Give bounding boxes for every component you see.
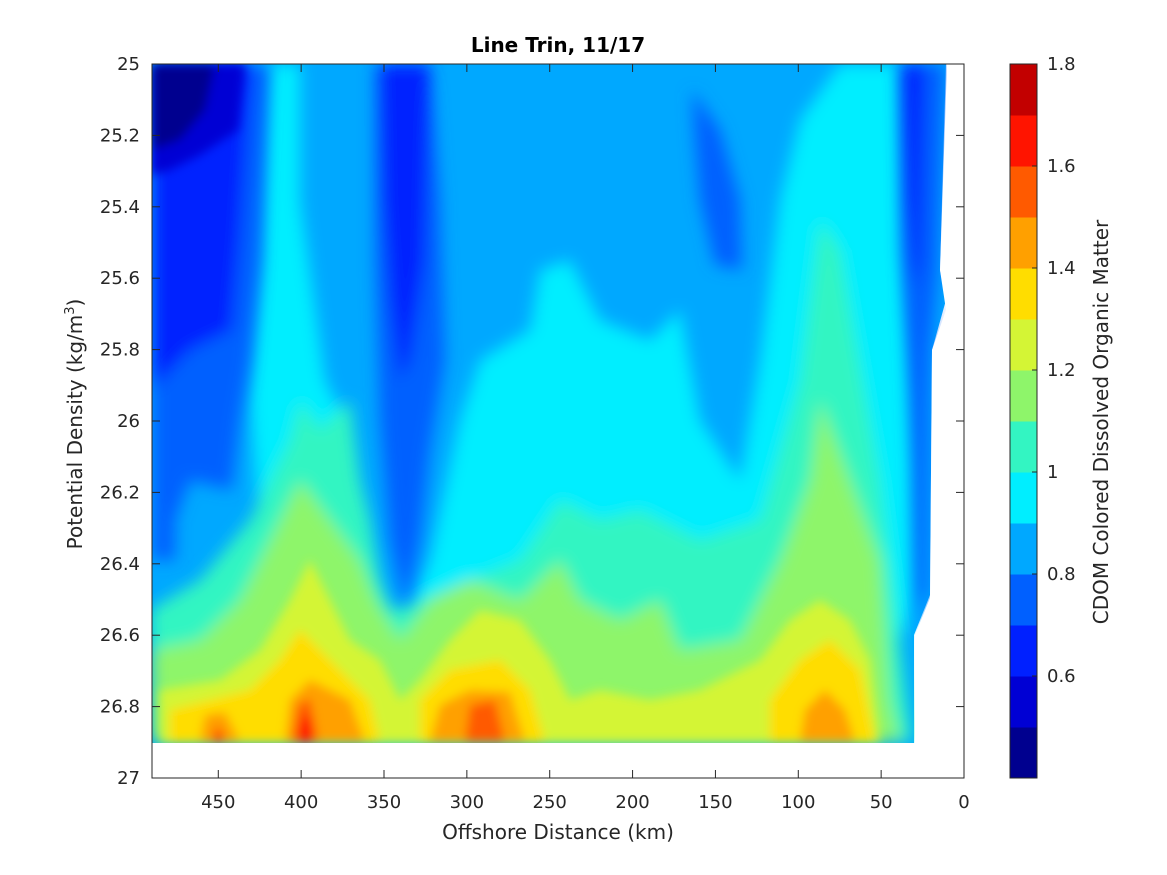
- x-tick-label: 50: [870, 792, 893, 813]
- colorbar-tick-label: 0.6: [1047, 666, 1076, 687]
- colorbar-band: [1010, 319, 1037, 371]
- plot-area: [151, 63, 965, 779]
- colorbar-band: [1010, 523, 1037, 575]
- contour-band-deepblue-350km: [380, 64, 430, 380]
- y-tick-label: 25.4: [100, 197, 140, 218]
- y-tick-label: 26.4: [100, 554, 140, 575]
- contour-band-yellow-3: [770, 640, 875, 742]
- colorbar-tick-label: 1.8: [1047, 54, 1076, 75]
- y-axis-label-close: ): [63, 299, 87, 307]
- colorbar-tick-label: 1.2: [1047, 360, 1076, 381]
- contour-band-orange-4: [200, 712, 240, 742]
- x-tick-label: 100: [781, 792, 815, 813]
- y-axis-label-sup: 3: [63, 306, 78, 314]
- colorbar-band: [1010, 268, 1037, 320]
- y-tick-label: 26.2: [100, 482, 140, 503]
- contour-fill: [152, 64, 964, 778]
- x-tick-label: 150: [698, 792, 732, 813]
- colorbar-band: [1010, 166, 1037, 218]
- x-axis-label: Offshore Distance (km): [442, 820, 674, 844]
- x-axis: 450 400 350 300 250 200 150 100 50 0: [201, 64, 970, 813]
- contour-band-red-2: [465, 700, 505, 742]
- y-axis-label-main: Potential Density (kg/m: [63, 315, 87, 550]
- colorbar-band: [1010, 625, 1037, 677]
- chart-title: Line Trin, 11/17: [471, 33, 645, 57]
- y-axis: 25 25.2 25.4 25.6 25.8 26 26.2 26.4 26.6 26.8 27: [100, 54, 964, 789]
- x-tick-label: 350: [367, 792, 401, 813]
- colorbar-band: [1010, 472, 1037, 524]
- y-tick-label: 26.8: [100, 697, 140, 718]
- colorbar-band: [1010, 217, 1037, 269]
- y-axis-label: Potential Density (kg/m3): [63, 299, 87, 550]
- no-data-bottom: [152, 743, 964, 778]
- y-tick-label: 27: [117, 768, 140, 789]
- colorbar-tick-label: 0.8: [1047, 564, 1076, 585]
- colorbar-band: [1010, 115, 1037, 167]
- colorbar: 0.6 0.8 1 1.2 1.4 1.6 1.8: [1009, 54, 1076, 779]
- x-tick-label: 300: [450, 792, 484, 813]
- colorbar-label: CDOM Colored Dissolved Organic Matter: [1089, 219, 1113, 624]
- colorbar-band: [1010, 64, 1037, 116]
- y-tick-label: 25.8: [100, 340, 140, 361]
- colorbar-tick-label: 1.6: [1047, 156, 1076, 177]
- contour-band-red-4: [212, 725, 225, 742]
- y-tick-label: 26: [117, 411, 140, 432]
- x-tick-label: 400: [284, 792, 318, 813]
- colorbar-frame: [1009, 63, 1038, 779]
- no-data-nearshore: [915, 64, 964, 743]
- y-tick-label: 25: [117, 54, 140, 75]
- colorbar-band: [1010, 574, 1037, 626]
- y-tick-label: 26.6: [100, 625, 140, 646]
- colorbar-band: [1010, 676, 1037, 728]
- colorbar-tick-label: 1: [1047, 462, 1058, 483]
- y-tick-label: 25.2: [100, 125, 140, 146]
- colorbar-band: [1010, 421, 1037, 473]
- contour-band-orange-3: [800, 690, 855, 742]
- colorbar-band: [1010, 727, 1037, 779]
- contour-band-blue-160km: [692, 90, 742, 270]
- contour-band-deepblue-nearshore: [902, 64, 925, 290]
- contour-band-red-3: [297, 716, 314, 742]
- x-tick-label: 250: [533, 792, 567, 813]
- x-tick-label: 0: [958, 792, 969, 813]
- colorbar-band: [1010, 370, 1037, 422]
- x-tick-label: 450: [201, 792, 235, 813]
- contour-band-darknavy: [152, 64, 215, 150]
- x-tick-label: 200: [615, 792, 649, 813]
- colorbar-tick-label: 1.4: [1047, 258, 1076, 279]
- y-tick-label: 25.6: [100, 268, 140, 289]
